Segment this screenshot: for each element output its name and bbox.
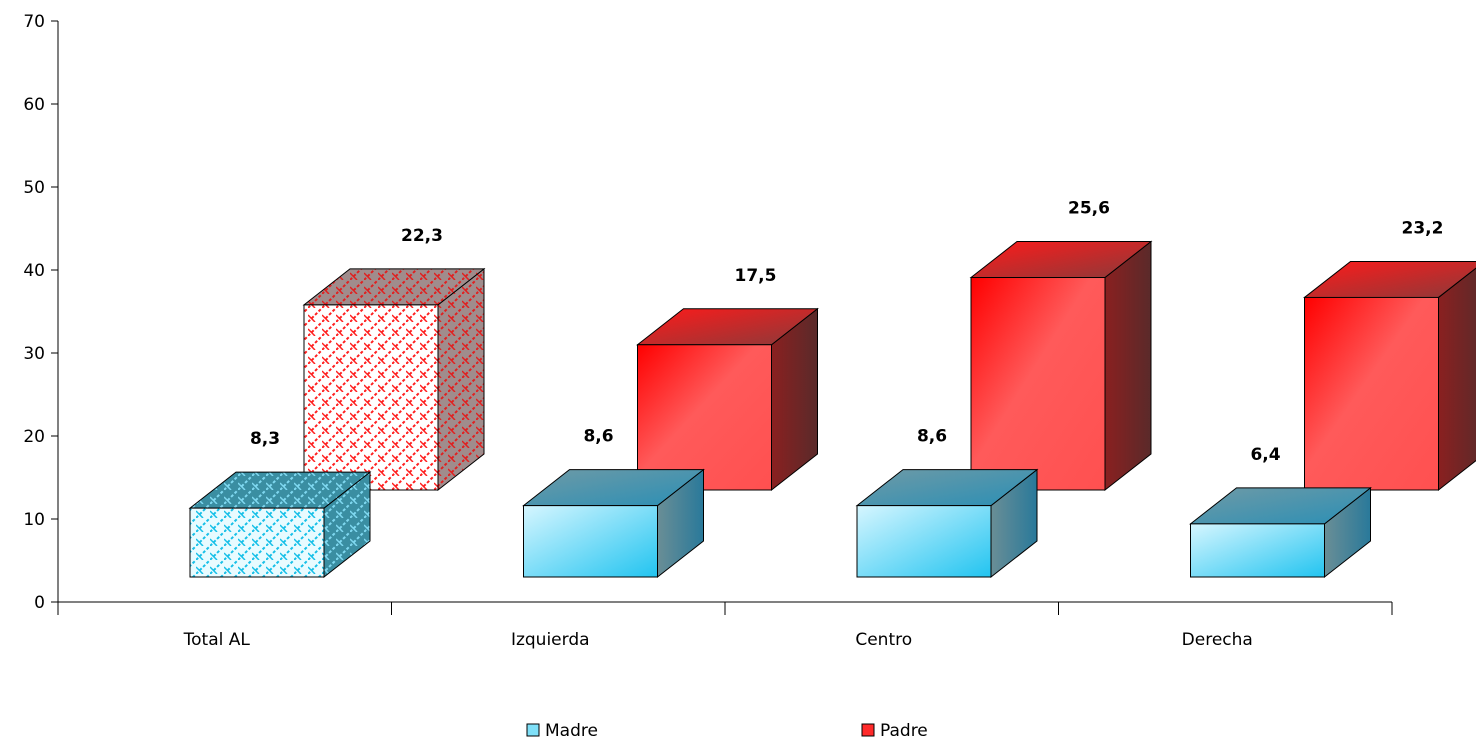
y-tick-label: 40 xyxy=(23,261,45,281)
bar-madre-front xyxy=(523,505,658,578)
data-label-madre: 8,6 xyxy=(583,427,613,447)
bar-madre-front xyxy=(856,505,992,578)
y-tick-label: 20 xyxy=(23,427,45,447)
y-tick-label: 50 xyxy=(23,178,45,198)
legend-label-padre: Padre xyxy=(880,721,928,741)
bar-padre-front xyxy=(637,344,772,491)
data-label-padre: 22,3 xyxy=(401,226,443,246)
bar-madre-front xyxy=(1190,523,1325,578)
legend-swatch-madre xyxy=(526,723,540,737)
axes: 0 10 20 30 40 50 60 70 Total AL Izquierda Centro De… xyxy=(23,12,1393,650)
y-tick-label: 70 xyxy=(23,12,45,32)
bar-padre-side xyxy=(1104,240,1152,492)
data-label-padre: 25,6 xyxy=(1068,199,1110,219)
bar-padre-side xyxy=(437,267,485,492)
bar-padre xyxy=(1303,260,1476,492)
legend-label-madre: Madre xyxy=(545,721,598,741)
data-label-madre: 8,6 xyxy=(917,427,947,447)
bar-madre xyxy=(1189,486,1372,579)
bar-madre xyxy=(855,468,1039,579)
data-labels: 22,3 8,3 17,5 8,6 25,6 8,6 23,2 6,4 xyxy=(250,199,1444,465)
bar-padre-front xyxy=(970,277,1106,491)
legend-swatch-padre xyxy=(861,723,875,737)
bar-padre xyxy=(636,307,819,492)
bar-padre-front xyxy=(303,304,439,491)
x-tick-label: Derecha xyxy=(1182,630,1253,650)
bar-padre xyxy=(969,240,1153,492)
x-tick-label: Izquierda xyxy=(511,630,590,650)
x-tick-label: Centro xyxy=(855,630,912,650)
bar-madre xyxy=(522,468,705,579)
y-tick-label: 60 xyxy=(23,95,45,115)
bar-madre xyxy=(188,471,372,579)
bars xyxy=(188,240,1476,579)
bar-padre-side xyxy=(1438,267,1476,492)
data-label-madre: 6,4 xyxy=(1250,445,1280,465)
y-tick-label: 10 xyxy=(23,510,45,530)
data-label-padre: 23,2 xyxy=(1402,218,1444,238)
x-tick-label: Total AL xyxy=(183,630,251,650)
y-tick-label: 0 xyxy=(34,593,45,613)
bar-padre-front xyxy=(1304,296,1439,491)
bar-madre-front xyxy=(189,507,325,578)
data-label-madre: 8,3 xyxy=(250,429,280,449)
data-label-padre: 17,5 xyxy=(735,266,777,286)
bar-padre xyxy=(302,267,486,492)
legend: Madre Padre xyxy=(526,721,928,741)
y-tick-label: 30 xyxy=(23,344,45,364)
